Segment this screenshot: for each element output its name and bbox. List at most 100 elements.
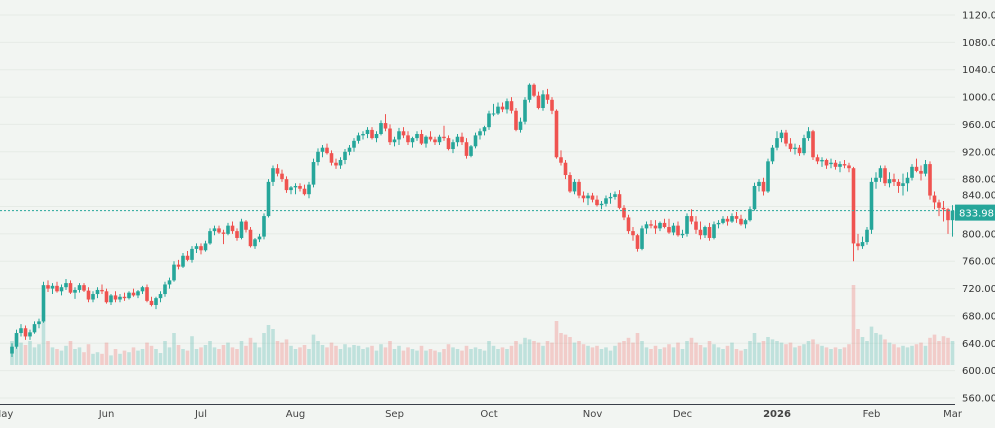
candle-body[interactable] [37, 321, 41, 325]
candle-body[interactable] [154, 298, 158, 305]
candle-body[interactable] [356, 135, 361, 141]
candle-body[interactable] [82, 285, 86, 291]
candle-body[interactable] [334, 162, 338, 166]
candle-body[interactable] [779, 132, 784, 139]
candle-body[interactable] [518, 121, 523, 130]
candle-body[interactable] [919, 170, 923, 174]
candle-body[interactable] [464, 142, 469, 156]
candle-body[interactable] [644, 224, 649, 229]
candle-body[interactable] [68, 283, 73, 293]
candle-body[interactable] [419, 134, 424, 144]
candle-body[interactable] [289, 187, 293, 191]
candle-body[interactable] [572, 181, 577, 192]
candle-body[interactable] [392, 139, 397, 143]
candle-body[interactable] [860, 242, 865, 247]
candle-body[interactable] [158, 294, 163, 299]
candle-body[interactable] [131, 292, 136, 296]
candle-body[interactable] [559, 157, 563, 163]
candle-body[interactable] [217, 228, 221, 233]
candle-body[interactable] [617, 194, 622, 208]
candle-body[interactable] [77, 285, 82, 290]
candle-body[interactable] [775, 138, 779, 148]
candle-body[interactable] [275, 168, 280, 174]
candle-body[interactable] [721, 218, 725, 223]
candle-body[interactable] [118, 296, 122, 300]
candle-body[interactable] [320, 147, 325, 152]
candle-body[interactable] [374, 134, 379, 139]
candle-body[interactable] [149, 300, 154, 305]
candle-body[interactable] [500, 106, 505, 110]
candle-body[interactable] [50, 285, 55, 289]
candle-body[interactable] [851, 168, 856, 244]
candle-body[interactable] [725, 218, 730, 222]
candle-body[interactable] [316, 151, 320, 163]
candle-body[interactable] [329, 153, 334, 163]
candle-body[interactable] [194, 246, 199, 249]
candle-body[interactable] [739, 218, 743, 225]
candle-body[interactable] [28, 332, 32, 337]
candle-body[interactable] [635, 235, 640, 249]
candle-body[interactable] [410, 138, 415, 143]
candle-body[interactable] [181, 255, 185, 267]
candle-body[interactable] [424, 136, 428, 144]
candle-body[interactable] [545, 94, 550, 100]
candle-body[interactable] [761, 181, 766, 192]
candle-body[interactable] [473, 135, 478, 147]
candle-body[interactable] [923, 164, 928, 174]
candle-body[interactable] [950, 210, 955, 221]
candle-body[interactable] [550, 99, 554, 111]
candle-body[interactable] [554, 110, 559, 158]
candle-body[interactable] [815, 157, 820, 162]
candle-body[interactable] [586, 195, 590, 199]
candle-body[interactable] [199, 246, 203, 251]
candle-body[interactable] [757, 181, 761, 186]
candle-body[interactable] [64, 283, 68, 288]
candle-body[interactable] [667, 227, 671, 233]
candle-body[interactable] [820, 159, 824, 162]
candle-body[interactable] [406, 135, 410, 143]
candle-body[interactable] [797, 147, 802, 154]
candle-body[interactable] [766, 161, 770, 192]
candle-body[interactable] [887, 179, 892, 184]
candle-body[interactable] [203, 243, 208, 251]
candle-body[interactable] [527, 84, 532, 100]
candle-body[interactable] [433, 139, 437, 143]
candle-body[interactable] [577, 181, 581, 196]
candle-body[interactable] [694, 221, 698, 230]
candle-body[interactable] [280, 173, 284, 180]
candle-body[interactable] [874, 177, 878, 182]
candle-body[interactable] [235, 231, 239, 238]
candle-body[interactable] [536, 95, 541, 109]
candle-body[interactable] [595, 199, 599, 206]
candle-body[interactable] [100, 289, 104, 292]
candle-body[interactable] [838, 164, 842, 167]
candle-body[interactable] [914, 166, 919, 171]
candle-body[interactable] [41, 285, 46, 322]
candle-body[interactable] [842, 164, 847, 166]
candle-body[interactable] [563, 162, 568, 176]
candle-body[interactable] [730, 216, 734, 222]
candle-body[interactable] [32, 324, 37, 333]
candle-body[interactable] [172, 264, 176, 281]
candle-body[interactable] [91, 294, 95, 300]
candle-body[interactable] [478, 131, 482, 136]
candle-body[interactable] [343, 151, 347, 160]
candle-body[interactable] [568, 175, 572, 192]
candle-body[interactable] [640, 228, 644, 249]
candle-body[interactable] [113, 295, 118, 300]
candle-body[interactable] [253, 239, 257, 247]
candle-body[interactable] [784, 132, 788, 144]
candle-body[interactable] [266, 181, 271, 217]
candle-body[interactable] [748, 209, 752, 221]
candle-body[interactable] [910, 166, 914, 178]
time-axis[interactable]: May Jun Jul Aug Sep Oct Nov Dec 2026 Feb Mar [0, 409, 963, 420]
candle-body[interactable] [680, 233, 685, 236]
candle-body[interactable] [338, 159, 343, 166]
candle-body[interactable] [671, 225, 676, 233]
candle-body[interactable] [946, 209, 950, 221]
candle-body[interactable] [361, 134, 365, 136]
candle-body[interactable] [397, 131, 401, 140]
candle-body[interactable] [631, 231, 635, 236]
candle-body[interactable] [212, 228, 217, 232]
